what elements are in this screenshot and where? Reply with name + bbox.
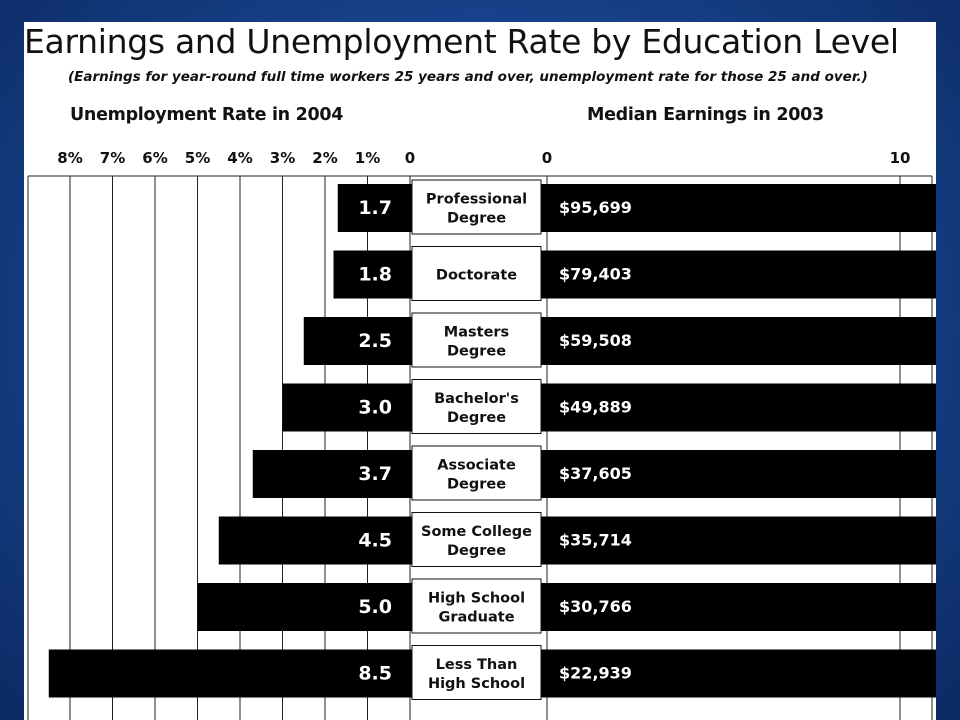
unemployment-bar — [197, 583, 412, 631]
unemployment-value-label: 4.5 — [358, 530, 392, 552]
earnings-value-label: $22,939 — [559, 664, 632, 683]
category-label: Some College — [421, 524, 532, 540]
category-label: High School — [428, 591, 525, 607]
category-label: Degree — [447, 477, 506, 493]
category-label: Bachelor's — [434, 391, 519, 407]
unemployment-bar — [218, 516, 412, 565]
slide: Earnings and Unemployment Rate by Educat… — [24, 22, 936, 720]
unemployment-value-label: 3.0 — [358, 397, 392, 419]
category-label-box — [411, 179, 542, 235]
earnings-value-label: $35,714 — [559, 531, 632, 550]
earnings-panel-title: Median Earnings in 2003 — [587, 105, 824, 125]
earnings-bar — [541, 649, 936, 698]
earnings-bar — [541, 317, 936, 365]
category-label-box — [411, 246, 542, 301]
chart-area: 8%7%6%5%4%3%2%1%001020304050607080901001… — [24, 22, 936, 720]
earnings-tick-label: 0 — [542, 149, 552, 167]
unemployment-tick-label: 1% — [355, 149, 380, 167]
unemployment-bar — [337, 184, 412, 232]
earnings-bar — [541, 583, 936, 631]
earnings-value-label: $95,699 — [559, 198, 632, 217]
unemployment-bar — [48, 649, 412, 698]
unemployment-panel-title: Unemployment Rate in 2004 — [70, 105, 344, 125]
earnings-tick-label: 10 — [890, 149, 911, 167]
category-label: Associate — [437, 458, 516, 474]
earnings-value-label: $37,605 — [559, 464, 632, 483]
earnings-bar — [541, 516, 936, 565]
earnings-value-label: $49,889 — [559, 398, 632, 417]
unemployment-value-label: 2.5 — [358, 330, 392, 352]
unemployment-tick-label: 6% — [142, 149, 167, 167]
unemployment-tick-label: 7% — [100, 149, 125, 167]
category-label: Graduate — [438, 610, 514, 626]
category-label: High School — [428, 676, 525, 692]
category-label: Degree — [447, 543, 506, 559]
category-label-box — [411, 445, 542, 501]
unemployment-value-label: 8.5 — [358, 663, 392, 685]
category-label: Degree — [447, 410, 506, 426]
unemployment-tick-label: 2% — [312, 149, 337, 167]
category-label-box — [411, 512, 542, 567]
category-label-box — [411, 312, 542, 368]
category-label: Degree — [447, 211, 506, 227]
earnings-bar — [541, 184, 936, 232]
unemployment-value-label: 3.7 — [358, 463, 392, 485]
unemployment-bar — [303, 317, 412, 365]
earnings-value-label: $59,508 — [559, 331, 632, 350]
category-label: Professional — [426, 192, 527, 208]
unemployment-bar — [282, 383, 412, 432]
category-label: Less Than — [436, 657, 518, 673]
unemployment-bar — [333, 250, 412, 299]
chart-subtitle: (Earnings for year-round full time worke… — [68, 69, 868, 85]
category-label: Doctorate — [436, 268, 517, 284]
butterfly-chart: 8%7%6%5%4%3%2%1%001020304050607080901001… — [27, 149, 936, 720]
unemployment-tick-label: 0 — [405, 149, 415, 167]
earnings-value-label: $79,403 — [559, 265, 632, 284]
unemployment-value-label: 1.8 — [358, 264, 392, 286]
category-label-box — [411, 578, 542, 634]
category-label: Masters — [444, 325, 509, 341]
earnings-bar — [541, 250, 936, 299]
category-label: Degree — [447, 344, 506, 360]
unemployment-tick-label: 4% — [227, 149, 252, 167]
unemployment-value-label: 5.0 — [358, 596, 392, 618]
unemployment-bar — [252, 450, 412, 498]
chart-title: Earnings and Unemployment Rate by Educat… — [24, 22, 899, 61]
unemployment-tick-label: 5% — [185, 149, 210, 167]
category-label-box — [411, 379, 542, 434]
earnings-value-label: $30,766 — [559, 597, 632, 616]
earnings-bar — [541, 450, 936, 498]
unemployment-tick-label: 3% — [270, 149, 295, 167]
unemployment-tick-label: 8% — [57, 149, 82, 167]
earnings-bar — [541, 383, 936, 432]
unemployment-value-label: 1.7 — [358, 197, 392, 219]
category-label-box — [411, 645, 542, 700]
